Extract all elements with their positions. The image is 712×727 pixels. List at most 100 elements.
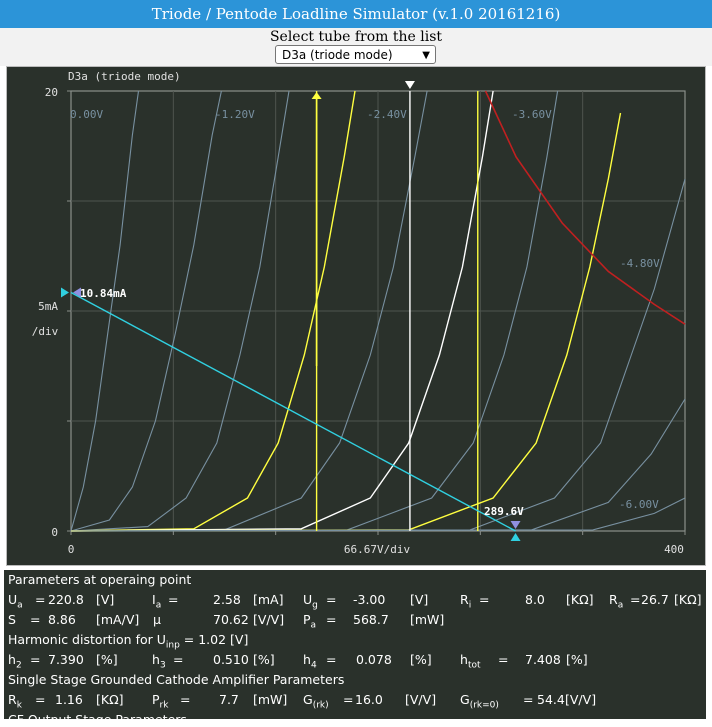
ug-label: Ug [303,592,318,611]
grk-eq: = [343,692,354,707]
max-dissipation-curve [484,90,686,325]
load-line [70,291,516,532]
anode-characteristic-curve [70,90,559,532]
ri-eq: = [479,592,490,607]
y-axis-label: /div [32,325,59,338]
y-tick-label: 0 [51,526,58,539]
ri-unit: [KΩ] [566,592,594,607]
rk-label: Rk [8,692,22,711]
grk-value: 16.0 [355,692,383,707]
ug-value: -3.00 [353,592,386,607]
pa-eq: = [326,612,337,627]
h3-value: 0.510 [213,652,249,667]
prk-value: 7.7 [219,692,239,707]
h4-eq: = [326,652,337,667]
s-eq: = [30,612,41,627]
ua-eq: = [35,592,46,607]
htot-label: htot [460,652,481,671]
h4-unit: [%] [410,652,432,667]
tube-selector-area: Select tube from the list D3a (triode mo… [0,28,712,66]
prk-unit: [mW] [253,692,288,707]
grk0-eq: = [523,692,534,707]
grk0-label: G(rk=0) [460,692,499,711]
rk-eq: = [35,692,46,707]
htot-unit: [%] [566,652,588,667]
loadline-plot[interactable]: D3a (triode mode) 20 0 5mA /div 0 400 66… [6,66,706,566]
ia-value: 2.58 [213,592,241,607]
ia-label: Ia [152,592,162,611]
anode-characteristic-curve [70,178,686,532]
grid-voltage-label: -4.80V [620,257,660,270]
grid-voltage-label: 0.00V [70,108,103,121]
ua-max-label: 289.6V [484,505,524,518]
ri-label: Ri [460,592,472,611]
ra-unit: [KΩ] [674,592,702,607]
h3-unit: [%] [253,652,275,667]
anode-characteristic-curve [70,90,494,532]
x-axis-label: 66.67V/div [344,543,411,556]
s-label: S [8,612,16,627]
ua-value: 220.8 [48,592,84,607]
chart-svg[interactable]: D3a (triode mode) 20 0 5mA /div 0 400 66… [7,67,705,565]
h3-label: h3 [152,652,166,671]
mu-value: 70.62 [213,612,249,627]
anode-characteristic-curve [70,90,222,532]
params-header-amplifier: Single Stage Grounded Cathode Amplifier … [8,672,345,687]
grk-unit: [V/V] [405,692,437,707]
h2-value: 7.390 [48,652,84,667]
parameters-panel: Parameters at operaing point Ua = 220.8 … [4,570,706,727]
mu-label: μ [153,612,161,627]
params-header-cf: CF Output Stage Parameters [8,712,187,727]
pa-label: Pa [303,612,317,631]
grid-voltage-label: -2.40V [367,108,407,121]
ra-value: 26.7 [641,592,669,607]
ia-eq: = [168,592,179,607]
tube-selector-label: Select tube from the list [269,29,443,45]
ug-eq: = [326,592,337,607]
h4-value: 0.078 [356,652,392,667]
params-header-distortion: Harmonic distortion for Uinp = 1.02 [V] [8,632,249,651]
ug-unit: [V] [410,592,429,607]
y-tick-label: 20 [45,86,58,99]
ri-value: 8.0 [525,592,545,607]
s-value: 8.86 [48,612,76,627]
pa-value: 568.7 [353,612,389,627]
anode-characteristic-curve [70,90,356,532]
grk0-unit: [V/V] [565,692,597,707]
anode-characteristic-curve [70,90,428,532]
ua-axis-marker [510,521,521,529]
ia-unit: [mA] [253,592,284,607]
anode-characteristic-curve [70,112,622,532]
s-unit: [mA/V] [96,612,140,627]
chevron-down-icon: ▼ [422,50,430,61]
ia-axis-marker [61,287,69,298]
grid-layer [67,90,686,535]
curves-layer [70,90,686,532]
x-tick-label: 400 [664,543,684,556]
grk-label: G(rk) [303,692,329,711]
grk0-value: 54.4 [537,692,565,707]
ua-axis-marker [510,533,521,541]
app-title: Triode / Pentode Loadline Simulator (v.1… [0,0,712,28]
htot-eq: = [498,652,509,667]
rk-value: 1.16 [55,692,83,707]
anode-characteristic-curve [70,90,290,532]
htot-value: 7.408 [525,652,561,667]
x-tick-label: 0 [68,543,75,556]
h2-eq: = [30,652,41,667]
grid-voltage-label: -6.00V [619,498,659,511]
ua-unit: [V] [96,592,115,607]
pa-unit: [mW] [410,612,445,627]
params-header: Parameters at operaing point [8,572,192,587]
h2-label: h2 [8,652,22,671]
anode-characteristic-curve [70,497,686,532]
h4-label: h4 [303,652,317,671]
ia-max-label: 10.84mA [80,287,127,300]
anode-characteristic-curve [70,90,140,532]
tube-select-dropdown[interactable]: D3a (triode mode) ▼ [275,45,436,64]
h2-unit: [%] [96,652,118,667]
rk-unit: [KΩ] [96,692,124,707]
mu-unit: [V/V] [253,612,285,627]
ia-axis-marker [73,287,81,298]
ua-label: Ua [8,592,23,611]
